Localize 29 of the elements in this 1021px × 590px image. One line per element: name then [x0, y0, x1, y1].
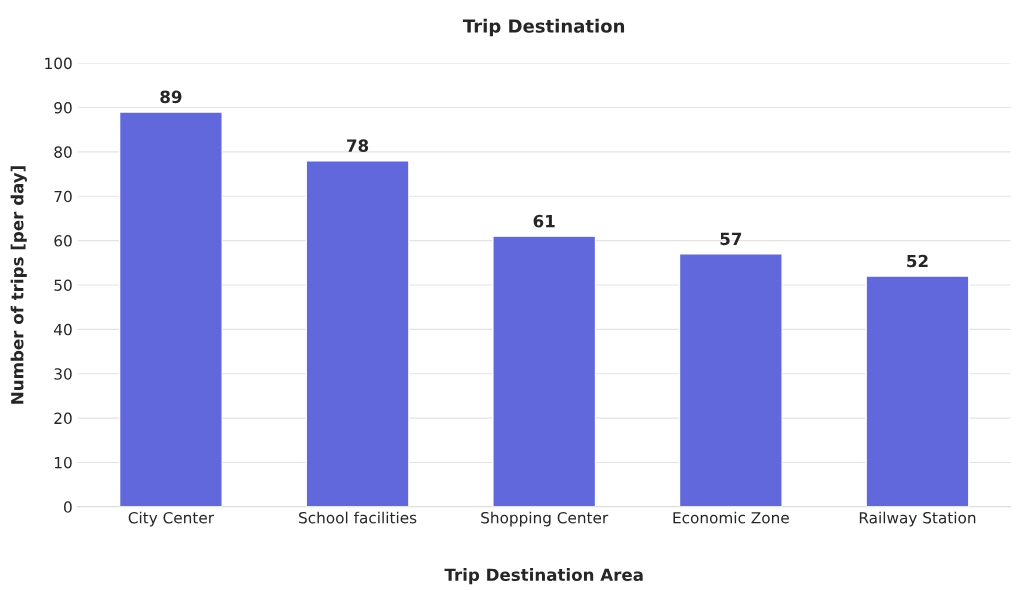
y-axis-title: Number of trips [per day]	[10, 166, 27, 404]
bar	[305, 160, 410, 507]
x-tick-label: School facilities	[299, 511, 417, 524]
y-tick-label: 50	[54, 279, 72, 291]
y-tick-label: 70	[54, 190, 72, 203]
bar	[492, 235, 597, 507]
bar	[865, 275, 970, 507]
y-tick-label: 60	[54, 235, 72, 247]
y-tick-label: 20	[54, 412, 72, 425]
x-tick-label: Economic Zone	[673, 511, 789, 524]
bar	[118, 111, 223, 507]
y-tick-label: 80	[54, 146, 72, 158]
y-tick-label: 90	[54, 101, 72, 114]
x-axis-title: Trip Destination Area	[444, 568, 643, 585]
data-label: 78	[347, 139, 369, 152]
data-label: 52	[907, 254, 928, 268]
y-tick-label: 30	[54, 368, 72, 380]
y-tick-label: 100	[45, 57, 72, 70]
data-label: 61	[533, 214, 555, 228]
data-label: 57	[720, 232, 742, 246]
x-tick-label: Shopping Center	[481, 511, 609, 527]
y-tick-label: 0	[64, 501, 72, 513]
data-label: 89	[160, 90, 182, 104]
bar	[678, 253, 783, 507]
y-tick-label: 10	[54, 456, 72, 469]
x-tick-label: Railway Station	[859, 511, 976, 527]
y-tick-label: 40	[54, 323, 72, 336]
chart-title: Trip Destination	[463, 18, 625, 37]
x-tick-label: City Center	[128, 511, 215, 527]
